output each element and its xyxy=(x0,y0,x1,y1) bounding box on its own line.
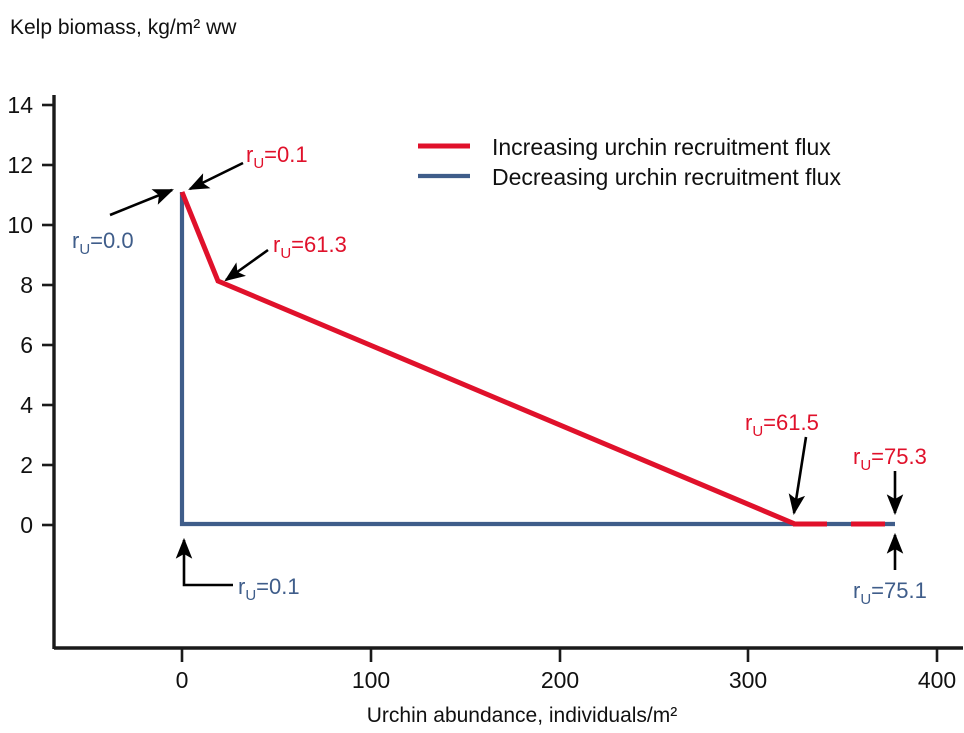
annotation-subscript-u: U xyxy=(253,155,264,172)
x-tick-label: 200 xyxy=(541,667,579,693)
annotation-r-glyph: r xyxy=(246,142,253,167)
y-tick-label: 6 xyxy=(20,332,33,358)
annotation-value: =75.1 xyxy=(871,578,927,603)
annotation-r-glyph: r xyxy=(745,410,752,435)
annotation-r-glyph: r xyxy=(72,228,79,253)
annotation-arrows xyxy=(109,161,904,587)
axes xyxy=(42,95,963,662)
arrow-ru-61-5 xyxy=(788,436,808,516)
annotation-ru-75-1: rU=75.1 xyxy=(853,578,927,608)
x-tick-label: 0 xyxy=(176,667,189,693)
annotation-ru-61-3: rU=61.3 xyxy=(273,232,347,262)
annotation-ru-0-1-bottom: rU=0.1 xyxy=(238,574,300,604)
series-increasing-urchin-recruitment-flux xyxy=(179,191,895,527)
x-tick-labels: 0 100 200 300 400 xyxy=(176,667,957,693)
annotation-r-glyph: r xyxy=(853,578,860,603)
annotation-subscript-u: U xyxy=(245,587,256,604)
legend-label-decreasing: Decreasing urchin recruitment flux xyxy=(492,164,841,190)
series-decreasing-urchin-recruitment-flux xyxy=(179,192,895,527)
y-tick-label: 8 xyxy=(20,272,33,298)
y-tick-label: 10 xyxy=(7,212,33,238)
annotation-r-glyph: r xyxy=(853,444,860,469)
annotation-r-glyph: r xyxy=(238,574,245,599)
y-tick-labels: 14 12 10 8 6 4 2 0 xyxy=(7,92,33,538)
y-tick-label: 2 xyxy=(20,452,33,478)
y-tick-label: 4 xyxy=(20,392,33,418)
legend: Increasing urchin recruitment flux Decre… xyxy=(418,134,841,190)
arrow-ru-0-0 xyxy=(109,188,174,217)
y-tick-label: 0 xyxy=(20,512,33,538)
x-axis-title: Urchin abundance, individuals/m² xyxy=(367,704,678,727)
x-axis-ticks xyxy=(180,648,939,662)
y-axis-ticks xyxy=(42,103,54,527)
x-tick-label: 300 xyxy=(729,667,767,693)
annotation-ru-0-1-top: rU=0.1 xyxy=(246,142,308,172)
annotation-value: =61.5 xyxy=(763,410,819,435)
x-tick-label: 400 xyxy=(918,667,956,693)
annotation-value: =75.3 xyxy=(871,444,927,469)
annotation-r-glyph: r xyxy=(273,232,280,257)
arrow-ru-0-1-bottom xyxy=(175,537,233,587)
annotation-value: =0.1 xyxy=(256,574,299,599)
annotation-subscript-u: U xyxy=(79,241,90,258)
annotation-subscript-u: U xyxy=(860,457,871,474)
increasing-line xyxy=(179,191,796,527)
x-tick-label: 100 xyxy=(352,667,390,693)
annotation-subscript-u: U xyxy=(860,591,871,608)
y-axis-title: Kelp biomass, kg/m² ww xyxy=(10,16,237,39)
y-tick-label: 12 xyxy=(7,152,33,178)
annotation-subscript-u: U xyxy=(752,423,763,440)
decreasing-line xyxy=(179,192,895,527)
annotation-value: =0.0 xyxy=(90,228,133,253)
annotation-ru-75-3: rU=75.3 xyxy=(853,444,927,474)
legend-label-increasing: Increasing urchin recruitment flux xyxy=(492,134,831,160)
annotation-ru-0-0: rU=0.0 xyxy=(72,228,134,258)
arrow-ru-0-1-top xyxy=(188,161,244,191)
y-tick-label: 14 xyxy=(7,92,33,118)
annotation-value: =61.3 xyxy=(291,232,347,257)
annotation-value: =0.1 xyxy=(264,142,307,167)
annotation-subscript-u: U xyxy=(280,245,291,262)
arrow-ru-61-3 xyxy=(224,248,269,282)
annotation-ru-61-5: rU=61.5 xyxy=(745,410,819,440)
